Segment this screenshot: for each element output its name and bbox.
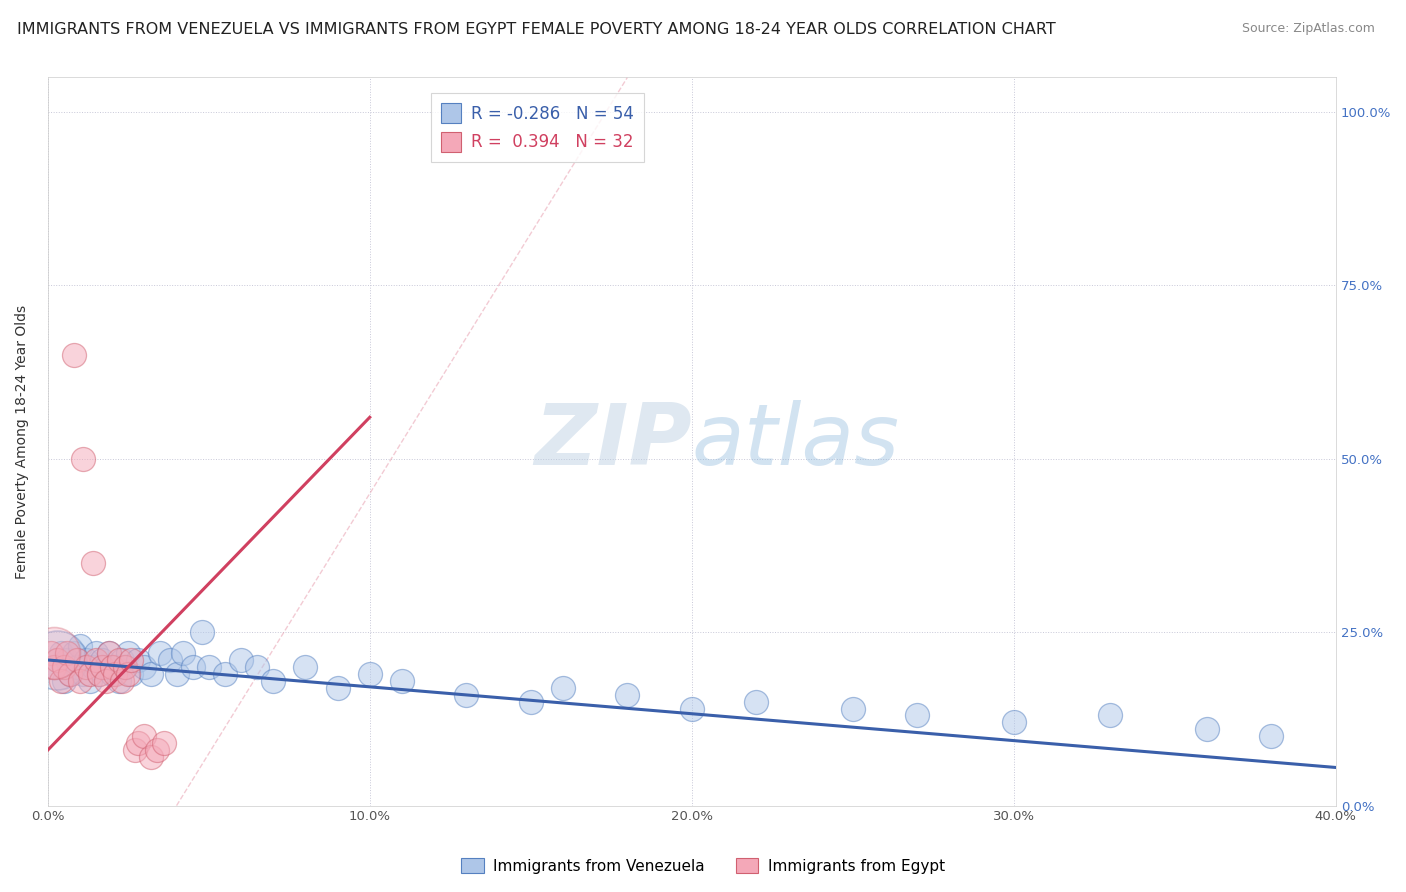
Point <box>149 646 172 660</box>
Point <box>52 660 75 674</box>
Point <box>842 701 865 715</box>
Point <box>519 695 541 709</box>
Point <box>121 666 143 681</box>
Point <box>1260 729 1282 743</box>
Point <box>117 646 139 660</box>
Point <box>456 688 478 702</box>
Point <box>681 701 703 715</box>
Point <box>229 653 252 667</box>
Point <box>79 666 101 681</box>
Point <box>159 653 181 667</box>
Point <box>111 653 134 667</box>
Point <box>91 653 114 667</box>
Point <box>114 660 136 674</box>
Point <box>134 729 156 743</box>
Point <box>69 639 91 653</box>
Point <box>84 653 107 667</box>
Point <box>197 660 219 674</box>
Point <box>104 666 127 681</box>
Point <box>101 666 124 681</box>
Legend: Immigrants from Venezuela, Immigrants from Egypt: Immigrants from Venezuela, Immigrants fr… <box>456 852 950 880</box>
Legend: R = -0.286   N = 54, R =  0.394   N = 32: R = -0.286 N = 54, R = 0.394 N = 32 <box>430 93 644 162</box>
Point <box>391 673 413 688</box>
Point <box>214 666 236 681</box>
Point <box>1002 715 1025 730</box>
Point <box>127 736 149 750</box>
Point <box>326 681 349 695</box>
Text: ZIP: ZIP <box>534 400 692 483</box>
Point <box>551 681 574 695</box>
Point <box>114 660 136 674</box>
Point <box>359 666 381 681</box>
Point <box>75 660 97 674</box>
Point <box>49 673 72 688</box>
Point <box>89 666 111 681</box>
Point <box>79 673 101 688</box>
Point <box>117 666 139 681</box>
Point <box>107 653 129 667</box>
Point <box>121 653 143 667</box>
Point <box>66 653 89 667</box>
Point <box>166 666 188 681</box>
Point <box>146 743 169 757</box>
Point <box>59 666 82 681</box>
Point <box>745 695 768 709</box>
Point <box>62 348 84 362</box>
Point <box>152 736 174 750</box>
Point <box>191 625 214 640</box>
Point <box>97 646 120 660</box>
Text: IMMIGRANTS FROM VENEZUELA VS IMMIGRANTS FROM EGYPT FEMALE POVERTY AMONG 18-24 YE: IMMIGRANTS FROM VENEZUELA VS IMMIGRANTS … <box>17 22 1056 37</box>
Point <box>75 653 97 667</box>
Point <box>134 660 156 674</box>
Point <box>294 660 316 674</box>
Point <box>72 666 94 681</box>
Point <box>104 660 127 674</box>
Point <box>101 660 124 674</box>
Point <box>107 673 129 688</box>
Point <box>62 646 84 660</box>
Point <box>94 660 117 674</box>
Point <box>262 673 284 688</box>
Point <box>44 646 66 660</box>
Text: atlas: atlas <box>692 400 900 483</box>
Text: Source: ZipAtlas.com: Source: ZipAtlas.com <box>1241 22 1375 36</box>
Point <box>49 646 72 660</box>
Point <box>82 660 104 674</box>
Point <box>44 660 66 674</box>
Point <box>89 666 111 681</box>
Point <box>139 750 162 764</box>
Point <box>1099 708 1122 723</box>
Point <box>69 673 91 688</box>
Point <box>59 666 82 681</box>
Point <box>52 673 75 688</box>
Point <box>72 451 94 466</box>
Point <box>127 653 149 667</box>
Point <box>905 708 928 723</box>
Point <box>84 646 107 660</box>
Point <box>56 653 79 667</box>
Point <box>82 556 104 570</box>
Point <box>172 646 194 660</box>
Point <box>181 660 204 674</box>
Point <box>616 688 638 702</box>
Point <box>46 653 69 667</box>
Point <box>246 660 269 674</box>
Point <box>46 653 69 667</box>
Point <box>94 673 117 688</box>
Point <box>44 660 66 674</box>
Point <box>1195 723 1218 737</box>
Point <box>139 666 162 681</box>
Point <box>97 646 120 660</box>
Point <box>91 660 114 674</box>
Point <box>124 743 146 757</box>
Point <box>66 660 89 674</box>
Point <box>111 673 134 688</box>
Y-axis label: Female Poverty Among 18-24 Year Olds: Female Poverty Among 18-24 Year Olds <box>15 304 30 579</box>
Point <box>39 646 62 660</box>
Point <box>56 646 79 660</box>
